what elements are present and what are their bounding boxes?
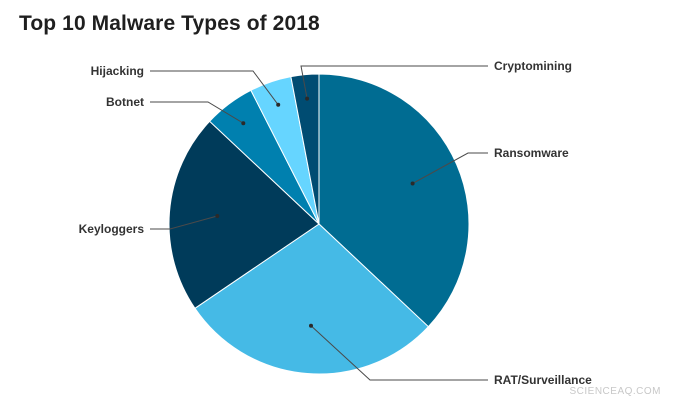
leader-dot-ransomware: [410, 181, 415, 186]
leader-dot-hijacking: [276, 102, 281, 107]
slice-label-ransomware: Ransomware: [494, 146, 569, 160]
pie-slices: [168, 73, 470, 375]
slice-label-hijacking: Hijacking: [91, 64, 144, 78]
leader-dot-cryptomining: [305, 96, 310, 101]
pie-labels: Ransomware RAT/Surveillance Keyloggers Botn…: [79, 59, 592, 387]
leader-line-botnet: [150, 101, 244, 124]
pie-slice-cryptomining: [290, 73, 320, 225]
leader-line-ransomware: [412, 152, 488, 184]
leader-line-rat-surveillance: [310, 325, 488, 381]
leader-line-cryptomining: [300, 65, 488, 99]
leader-line-keyloggers: [150, 215, 218, 230]
leader-line-hijacking: [150, 70, 279, 106]
chart-title: Top 10 Malware Types of 2018: [19, 12, 320, 35]
slice-label-cryptomining: Cryptomining: [494, 59, 572, 73]
slice-label-botnet: Botnet: [106, 95, 144, 109]
leader-dot-rat-surveillance: [309, 323, 313, 328]
pie-slice-ransomware: [318, 73, 470, 328]
watermark: SCIENCEAQ.COM: [569, 386, 661, 397]
leader-dot-keyloggers: [215, 214, 220, 218]
slice-label-rat-surveillance: RAT/Surveillance: [494, 373, 592, 387]
slice-label-keyloggers: Keyloggers: [79, 222, 145, 236]
leader-dot-botnet: [241, 121, 246, 126]
pie-slice-rat-surveillance: [194, 223, 429, 375]
pie-slice-keyloggers: [168, 120, 320, 309]
